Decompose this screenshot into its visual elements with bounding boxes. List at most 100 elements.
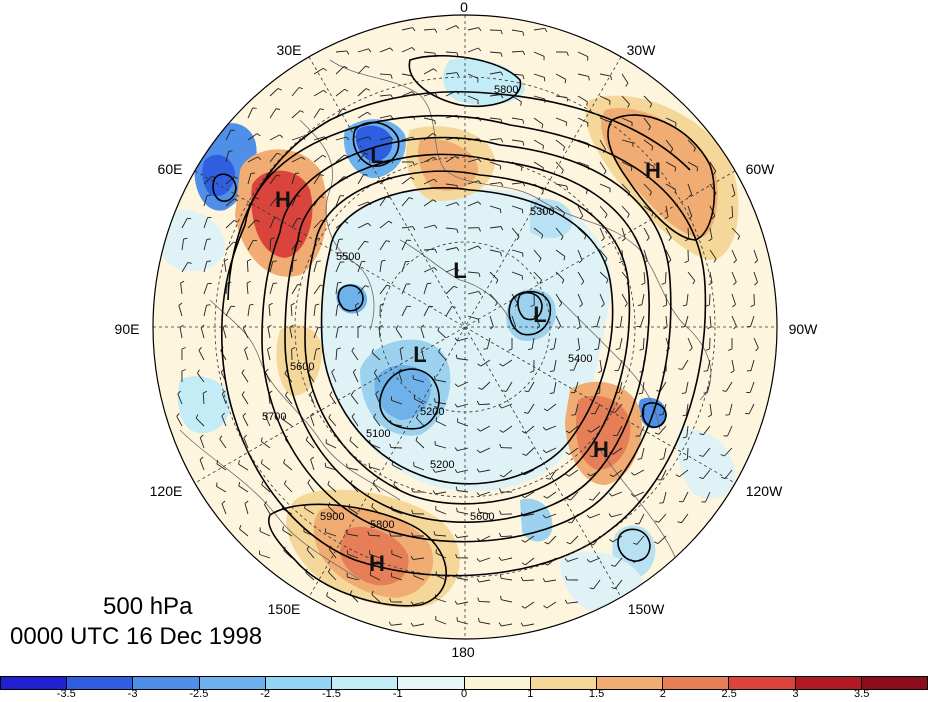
- wind-barb-flag: [344, 88, 349, 92]
- wind-barb-flag: [550, 348, 555, 351]
- wind-barb-flag: [315, 303, 320, 306]
- colorbar-swatch: [0, 676, 67, 690]
- wind-barb-flag: [588, 76, 590, 81]
- wind-barb: [709, 227, 713, 239]
- wind-barb: [684, 315, 689, 327]
- wind-barb-flag: [415, 436, 418, 441]
- wind-barb: [313, 305, 316, 317]
- wind-barb-flag: [528, 348, 533, 351]
- wind-barb-flag: [637, 458, 642, 460]
- wind-barb: [621, 205, 630, 215]
- wind-barb: [480, 425, 491, 432]
- wind-barb-flag: [733, 259, 737, 264]
- wind-barb: [348, 507, 359, 515]
- wind-barb-flag: [625, 82, 629, 87]
- wind-barb: [328, 417, 337, 427]
- longitude-label-60w: 60W: [745, 161, 775, 177]
- wind-barb: [313, 174, 321, 185]
- wind-barb-flag: [222, 324, 227, 328]
- wind-barb-flag: [385, 240, 390, 242]
- wind-barb: [479, 511, 491, 515]
- wind-barb: [289, 327, 293, 339]
- wind-barb-flag: [410, 555, 414, 560]
- wind-barb-flag: [364, 152, 369, 155]
- wind-barb: [527, 403, 535, 414]
- wind-barb-flag: [478, 272, 481, 278]
- wind-barb: [621, 183, 630, 193]
- colorbar-swatch: [264, 676, 332, 690]
- wind-barb: [401, 239, 408, 251]
- wind-barb: [724, 469, 733, 479]
- wind-barb: [445, 227, 457, 230]
- wind-barb-flag: [728, 348, 733, 351]
- wind-barb: [643, 227, 650, 238]
- wind-barb-flag: [563, 256, 566, 261]
- wind-barb: [553, 337, 557, 349]
- wind-barb: [501, 403, 513, 409]
- wind-barb-flag: [256, 133, 261, 137]
- wind-barb: [269, 108, 277, 119]
- wind-barb: [709, 315, 712, 327]
- contour-label: 5400: [568, 353, 592, 365]
- wind-barb: [479, 557, 491, 563]
- wind-barb: [243, 437, 249, 449]
- wind-barb: [246, 282, 249, 295]
- wind-barb-flag: [638, 392, 643, 395]
- wind-barb-flag: [558, 303, 563, 307]
- wind-barb: [570, 491, 579, 501]
- wind-barb: [413, 557, 425, 561]
- wind-barb: [379, 159, 391, 163]
- wind-barb: [269, 238, 272, 251]
- wind-barb-flag: [586, 514, 591, 519]
- wind-barb-flag: [180, 280, 185, 284]
- wind-barb: [612, 535, 623, 543]
- wind-barb-flag: [637, 304, 642, 306]
- wind-barb: [247, 133, 258, 141]
- wind-barb-flag: [498, 556, 502, 561]
- wind-barb-flag: [522, 75, 525, 80]
- wind-barb-flag: [754, 260, 758, 264]
- wind-barb-flag: [336, 347, 341, 350]
- wind-barb-flag: [389, 443, 392, 448]
- wind-barb-flag: [750, 304, 755, 308]
- wind-barb: [547, 535, 557, 545]
- wind-barb: [269, 174, 277, 185]
- wind-barb: [594, 403, 601, 415]
- wind-barb: [616, 425, 623, 436]
- wind-barb: [391, 576, 403, 581]
- wind-barb-flag: [254, 197, 260, 200]
- wind-barb-flag: [586, 101, 588, 106]
- colorbar-swatch: [66, 676, 133, 690]
- wind-barb: [238, 485, 249, 493]
- wind-barb: [553, 359, 557, 371]
- wind-barb-flag: [500, 94, 504, 99]
- wind-barb: [511, 271, 523, 277]
- wind-barb-flag: [755, 347, 759, 352]
- wind-barb: [545, 579, 557, 583]
- wind-barb: [533, 271, 542, 281]
- wind-barb: [325, 532, 337, 537]
- wind-barb-flag: [327, 480, 330, 485]
- wind-barb-flag: [272, 260, 277, 262]
- wind-barb: [709, 271, 713, 283]
- wind-barb-flag: [432, 133, 437, 136]
- colorbar-swatch: [794, 676, 861, 690]
- wind-barb-flag: [420, 324, 425, 328]
- wind-barb: [592, 491, 601, 501]
- wind-barb: [423, 199, 434, 207]
- wind-barb: [203, 195, 208, 207]
- wind-barb: [489, 205, 501, 210]
- wind-barb: [597, 337, 601, 349]
- wind-barb-flag: [561, 279, 565, 284]
- wind-barb: [511, 293, 518, 304]
- wind-barb: [264, 504, 271, 515]
- wind-barb-flag: [675, 474, 680, 478]
- wind-barb-flag: [476, 449, 481, 454]
- wind-barb-flag: [363, 174, 368, 176]
- wind-barb-flag: [677, 521, 682, 524]
- wind-barb: [225, 283, 228, 295]
- wind-barb-flag: [454, 600, 458, 605]
- wind-barb-flag: [267, 346, 272, 350]
- wind-barb-flag: [682, 414, 687, 417]
- wind-barb: [401, 197, 410, 207]
